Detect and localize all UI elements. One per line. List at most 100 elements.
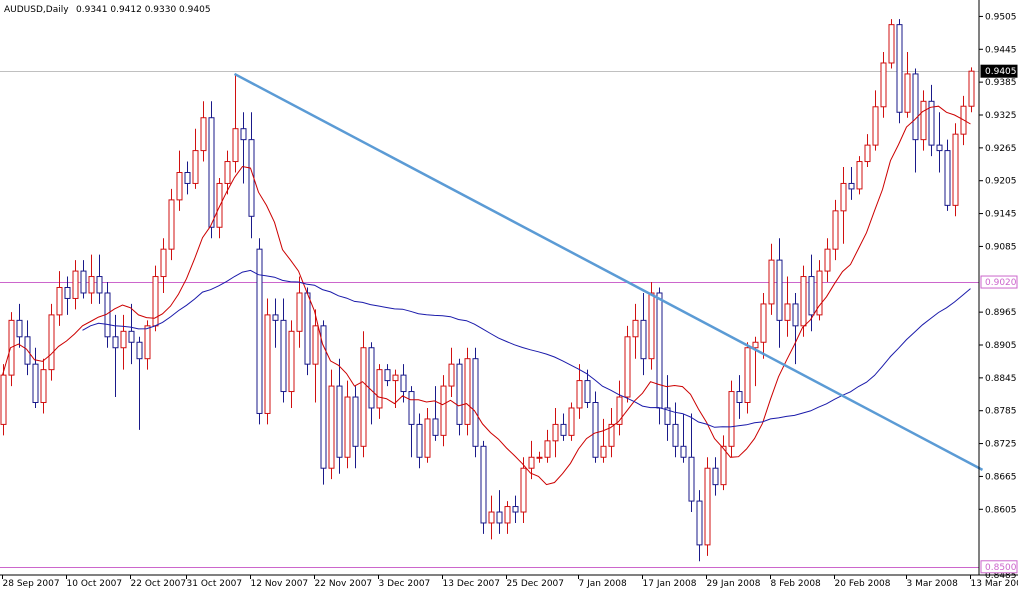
candle-body (272, 314, 279, 321)
candle-body (576, 380, 583, 409)
time-tick-label: 17 Jan 2008 (643, 579, 697, 589)
candle-body (792, 303, 799, 327)
candle-body (424, 418, 431, 458)
candle-body (712, 467, 719, 486)
candle-body (216, 182, 223, 228)
candle-body (400, 374, 407, 393)
candle-body (760, 303, 767, 343)
candle-body (40, 369, 47, 403)
price-tick-label: 0.8665 (985, 472, 1017, 482)
candle-body (872, 106, 879, 146)
candle-body (296, 292, 303, 332)
candle-body (584, 380, 591, 404)
candle-body (160, 248, 167, 278)
candle-body (952, 133, 959, 206)
candle-body (136, 341, 143, 360)
price-tick-label: 0.9085 (985, 242, 1017, 252)
time-tick-label: 13 Dec 2007 (443, 579, 501, 589)
candle-body (32, 363, 39, 403)
time-tick-label: 13 Mar 2008 (971, 579, 1018, 589)
candle-body (0, 374, 7, 425)
candle-body (48, 314, 55, 371)
candle-body (480, 445, 487, 524)
trendline[interactable] (233, 72, 984, 471)
candle-body (96, 276, 103, 294)
candle-body (392, 374, 399, 382)
time-tick-label: 7 Jan 2008 (579, 579, 627, 589)
time-tick-label: 3 Dec 2007 (379, 579, 431, 589)
candle-body (752, 341, 759, 349)
candle-body (824, 248, 831, 272)
candle-body (184, 172, 191, 184)
candle-body (352, 396, 359, 447)
candle-body (680, 445, 687, 458)
symbol-timeframe-label: AUDUSD,Daily (4, 5, 69, 15)
candle-body (624, 336, 631, 398)
price-tick-label: 0.8785 (985, 407, 1017, 417)
candle-body (648, 292, 655, 360)
candle-body (360, 347, 367, 447)
candle-body (88, 276, 95, 294)
candle-body (192, 150, 199, 184)
candle-body (320, 325, 327, 469)
slow-ma-line (82, 269, 971, 428)
candle-body (544, 440, 551, 458)
candle-body (968, 70, 975, 107)
candle-body (56, 287, 63, 316)
candle-body (240, 128, 247, 141)
candle-body (904, 73, 911, 113)
candle-body (856, 161, 863, 190)
current-price-label: 0.9405 (985, 67, 1017, 77)
candle-body (768, 259, 775, 305)
time-tick-label: 28 Sep 2007 (3, 579, 60, 589)
time-tick-label: 10 Oct 2007 (67, 579, 123, 589)
candle-body (664, 407, 671, 425)
slow-moving-average (82, 269, 971, 428)
candle-body (208, 117, 215, 228)
candle-body (512, 506, 519, 513)
candle-body (488, 511, 495, 524)
time-tick-label: 22 Nov 2007 (315, 579, 373, 589)
candle-body (696, 500, 703, 546)
candle-body (464, 358, 471, 425)
candle-body (456, 363, 463, 425)
candle-body (376, 369, 383, 409)
candle-body (520, 467, 527, 513)
candle-body (232, 128, 239, 163)
ohlc-readout: 0.9341 0.9412 0.9330 0.9405 (76, 5, 211, 15)
price-tick-label: 0.8905 (985, 341, 1017, 351)
candle-body (744, 347, 751, 404)
price-tick-label: 0.8845 (985, 374, 1017, 384)
candle-body (912, 73, 919, 141)
level-price-label: 0.8500 (985, 563, 1017, 573)
candle-body (864, 144, 871, 163)
price-tick-label: 0.9445 (985, 45, 1017, 55)
candles (0, 19, 975, 562)
fast-ma-line (2, 105, 971, 486)
candle-body (928, 100, 935, 146)
candle-body (384, 369, 391, 382)
time-tick-label: 20 Feb 2008 (835, 579, 891, 589)
candle-body (80, 270, 87, 294)
candle-body (256, 248, 263, 414)
price-tick-label: 0.8725 (985, 440, 1017, 450)
time-axis: 28 Sep 2007 10 Oct 2007 22 Oct 2007 31 Oct … (2, 575, 1018, 589)
candle-body (568, 407, 575, 436)
level-price-label-box (980, 560, 1018, 574)
candle-body (224, 161, 231, 184)
candle-body (688, 456, 695, 502)
candle-body (344, 396, 351, 458)
time-tick-label: 22 Oct 2007 (131, 579, 187, 589)
price-tick-label: 0.9505 (985, 12, 1017, 22)
candle-body (440, 385, 447, 436)
candle-body (280, 319, 287, 393)
trendline-group[interactable] (233, 72, 984, 471)
candle-body (704, 467, 711, 546)
candle-body (616, 396, 623, 425)
candle-body (16, 319, 23, 338)
candle-body (112, 336, 119, 349)
candle-body (936, 144, 943, 152)
